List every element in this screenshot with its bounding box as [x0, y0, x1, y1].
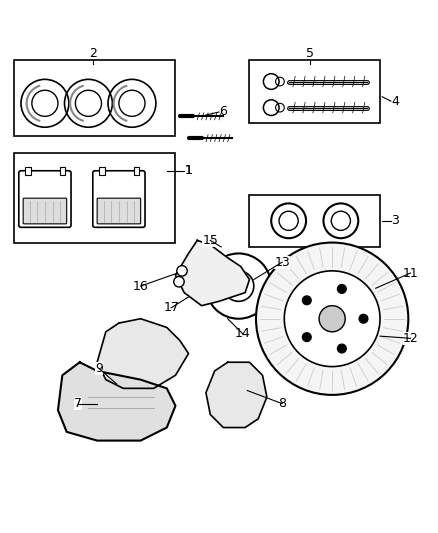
Text: 8: 8: [278, 397, 286, 410]
Text: 9: 9: [95, 362, 103, 375]
Polygon shape: [176, 240, 250, 305]
Bar: [99, 167, 105, 175]
FancyBboxPatch shape: [19, 171, 71, 228]
Text: 3: 3: [391, 214, 399, 227]
FancyBboxPatch shape: [93, 171, 145, 228]
Text: 13: 13: [274, 256, 290, 269]
Text: 4: 4: [391, 95, 399, 108]
Text: 2: 2: [89, 47, 97, 60]
Text: 15: 15: [202, 234, 218, 247]
Circle shape: [232, 279, 245, 293]
FancyBboxPatch shape: [250, 195, 380, 247]
Polygon shape: [97, 319, 188, 389]
Circle shape: [303, 333, 311, 342]
FancyBboxPatch shape: [14, 60, 176, 136]
FancyBboxPatch shape: [97, 198, 141, 224]
Text: 11: 11: [403, 266, 418, 279]
Bar: [134, 167, 139, 175]
Circle shape: [174, 277, 184, 287]
Bar: [60, 167, 65, 175]
Text: 1: 1: [184, 164, 192, 177]
Text: 12: 12: [403, 332, 418, 345]
Text: 14: 14: [235, 327, 251, 341]
Text: 17: 17: [163, 301, 179, 314]
FancyBboxPatch shape: [14, 154, 176, 243]
Text: 7: 7: [74, 397, 81, 410]
Circle shape: [256, 243, 408, 395]
Polygon shape: [58, 362, 176, 441]
FancyBboxPatch shape: [23, 198, 67, 224]
Text: 5: 5: [307, 47, 314, 60]
Text: 1: 1: [184, 164, 192, 177]
Circle shape: [338, 285, 346, 293]
Circle shape: [284, 271, 380, 367]
Circle shape: [303, 296, 311, 305]
FancyBboxPatch shape: [250, 60, 380, 123]
Text: 6: 6: [219, 106, 227, 118]
Bar: [25, 167, 31, 175]
Circle shape: [359, 314, 368, 323]
Polygon shape: [206, 362, 267, 427]
Circle shape: [338, 344, 346, 353]
Circle shape: [177, 265, 187, 276]
Text: 16: 16: [133, 280, 148, 293]
Circle shape: [319, 305, 345, 332]
